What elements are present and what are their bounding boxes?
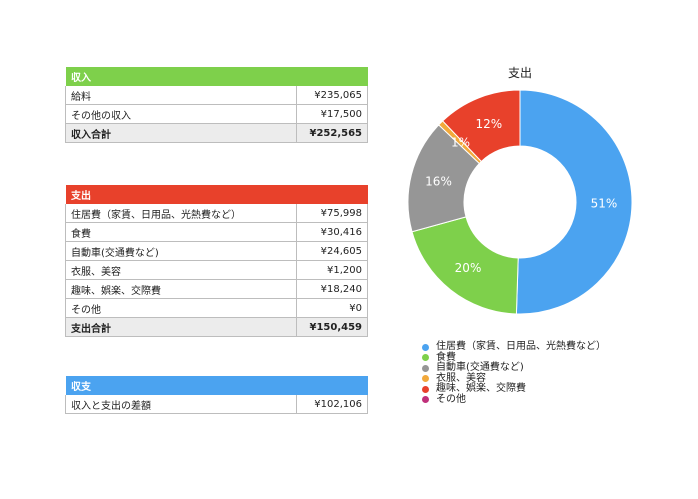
legend-swatch bbox=[422, 375, 429, 383]
legend-swatch bbox=[422, 396, 429, 404]
expense-header-row: 支出 bbox=[65, 184, 368, 204]
row-label[interactable]: 給料 bbox=[65, 85, 297, 105]
row-label[interactable]: 自動車(交通費など) bbox=[65, 241, 297, 261]
legend-swatch bbox=[422, 354, 429, 362]
chart-legend: 住居費（家賃、日用品、光熱費など） 食費 自動車(交通費など) 衣服、美容 趣味、娯楽、… bbox=[422, 341, 606, 406]
legend-label: 食費 bbox=[436, 351, 456, 363]
legend-item: 食費 bbox=[422, 351, 606, 364]
income-total-row: 収入合計 ¥252,565 bbox=[65, 123, 368, 143]
row-label[interactable]: 住居費（家賃、日用品、光熱費など） bbox=[65, 203, 297, 223]
legend-item: 自動車(交通費など) bbox=[422, 362, 606, 374]
legend-label: その他 bbox=[436, 393, 466, 405]
row-value[interactable]: ¥18,240 bbox=[296, 279, 368, 299]
expense-donut-chart: 支出 51% 20% 16% 1% 12% bbox=[407, 66, 633, 315]
legend-item: 衣服、美容 bbox=[422, 372, 606, 385]
income-table: 収入 給料 ¥235,065 その他の収入 ¥17,500 収入合計 ¥252,… bbox=[65, 66, 368, 143]
legend-item: 住居費（家賃、日用品、光熱費など） bbox=[422, 341, 606, 353]
row-label[interactable]: 衣服、美容 bbox=[65, 260, 297, 280]
slice-label: 1% bbox=[451, 136, 470, 150]
table-row: 給料 ¥235,065 bbox=[65, 85, 368, 105]
row-value[interactable]: ¥30,416 bbox=[296, 222, 368, 242]
slice-label: 16% bbox=[425, 175, 452, 189]
expense-total-row: 支出合計 ¥150,459 bbox=[65, 317, 368, 337]
pie-slice bbox=[411, 216, 519, 315]
row-value[interactable]: ¥0 bbox=[296, 298, 368, 318]
row-value[interactable]: ¥17,500 bbox=[296, 104, 368, 124]
expense-header: 支出 bbox=[65, 184, 368, 204]
legend-label: 自動車(交通費など) bbox=[436, 362, 524, 373]
row-value[interactable]: ¥235,065 bbox=[296, 85, 368, 105]
table-row: 衣服、美容 ¥1,200 bbox=[65, 260, 368, 280]
expense-table: 支出 住居費（家賃、日用品、光熱費など） ¥75,998 食費 ¥30,416 … bbox=[65, 184, 368, 337]
balance-header: 収支 bbox=[65, 375, 368, 395]
total-label[interactable]: 収入合計 bbox=[65, 123, 297, 143]
row-value[interactable]: ¥1,200 bbox=[296, 260, 368, 280]
table-row: 食費 ¥30,416 bbox=[65, 222, 368, 242]
row-value[interactable]: ¥102,106 bbox=[296, 394, 368, 414]
total-value[interactable]: ¥150,459 bbox=[296, 317, 368, 337]
legend-swatch bbox=[422, 343, 429, 351]
total-value[interactable]: ¥252,565 bbox=[296, 123, 368, 143]
row-label[interactable]: 食費 bbox=[65, 222, 297, 242]
row-value[interactable]: ¥75,998 bbox=[296, 203, 368, 223]
table-row: 趣味、娯楽、交際費 ¥18,240 bbox=[65, 279, 368, 299]
row-label[interactable]: 収入と支出の差額 bbox=[65, 394, 297, 414]
table-row: その他の収入 ¥17,500 bbox=[65, 104, 368, 124]
legend-label: 衣服、美容 bbox=[436, 372, 486, 384]
legend-swatch bbox=[422, 385, 429, 393]
row-value[interactable]: ¥24,605 bbox=[296, 241, 368, 261]
slice-label: 20% bbox=[455, 261, 482, 275]
table-row: その他 ¥0 bbox=[65, 298, 368, 318]
pie-slice bbox=[441, 89, 521, 163]
legend-item: 趣味、娯楽、交際費 bbox=[422, 383, 606, 395]
table-row: 自動車(交通費など) ¥24,605 bbox=[65, 241, 368, 261]
table-row: 住居費（家賃、日用品、光熱費など） ¥75,998 bbox=[65, 203, 368, 223]
slice-label: 51% bbox=[591, 196, 618, 210]
table-row: 収入と支出の差額 ¥102,106 bbox=[65, 394, 368, 414]
legend-item: その他 bbox=[422, 393, 606, 406]
row-label[interactable]: 趣味、娯楽、交際費 bbox=[65, 279, 297, 299]
slice-label: 12% bbox=[475, 117, 502, 131]
income-header-row: 収入 bbox=[65, 66, 368, 86]
legend-swatch bbox=[422, 364, 429, 372]
legend-label: 住居費（家賃、日用品、光熱費など） bbox=[436, 341, 606, 352]
pie-slice bbox=[515, 89, 633, 315]
chart-title: 支出 bbox=[508, 66, 532, 80]
row-label[interactable]: その他 bbox=[65, 298, 297, 318]
legend-label: 趣味、娯楽、交際費 bbox=[436, 383, 526, 394]
balance-table: 収支 収入と支出の差額 ¥102,106 bbox=[65, 375, 368, 414]
income-header: 収入 bbox=[65, 66, 368, 86]
total-label[interactable]: 支出合計 bbox=[65, 317, 297, 337]
balance-header-row: 収支 bbox=[65, 375, 368, 395]
row-label[interactable]: その他の収入 bbox=[65, 104, 297, 124]
